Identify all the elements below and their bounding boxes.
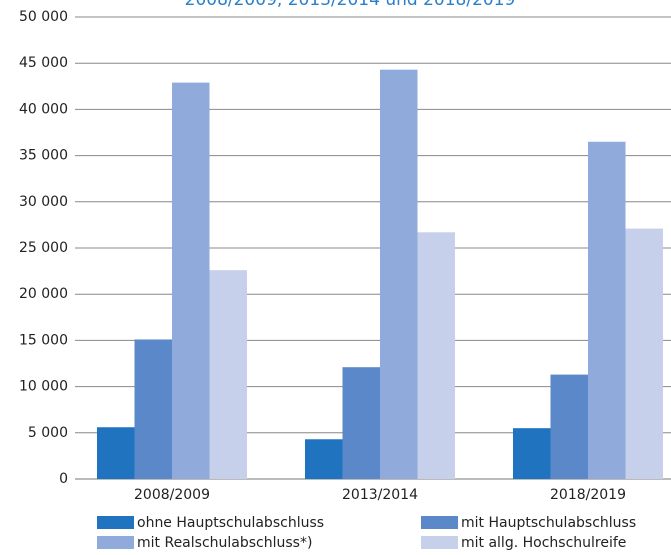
legend-swatch [421,536,458,549]
y-tick-label: 0 [59,471,68,487]
bar [305,439,343,479]
legend-label: mit Realschulabschluss*) [137,535,312,551]
legend-swatch [97,536,134,549]
bar [625,228,663,479]
chart-title: 2008/2009, 2013/2014 und 2018/2019 [185,0,516,10]
legend-swatch [97,516,134,529]
bar [588,141,626,480]
y-tick-label: 45 000 [19,55,68,71]
legend-label: mit Hauptschulabschluss [461,515,636,531]
y-tick-label: 50 000 [19,9,68,25]
x-tick-label: 2013/2014 [342,487,418,503]
y-tick-label: 5 000 [28,425,68,441]
y-tick-label: 25 000 [19,240,68,256]
y-tick-label: 35 000 [19,148,68,164]
x-tick-label: 2018/2019 [550,487,626,503]
bar [550,374,588,479]
legend-label: mit allg. Hochschulreife [461,535,626,551]
bar [209,270,247,479]
bar [513,428,551,479]
x-tick-label: 2008/2009 [134,487,210,503]
y-tick-label: 20 000 [19,286,68,302]
legend-swatch [421,516,458,529]
legend-label: ohne Hauptschulabschluss [137,515,324,531]
bar [172,82,210,479]
bar [97,427,135,479]
y-tick-label: 30 000 [19,194,68,210]
bar [380,69,418,479]
y-tick-label: 10 000 [19,379,68,395]
bar [417,232,455,479]
y-tick-label: 40 000 [19,101,68,117]
bar [342,367,380,479]
bar [134,339,172,479]
y-tick-label: 15 000 [19,332,68,348]
